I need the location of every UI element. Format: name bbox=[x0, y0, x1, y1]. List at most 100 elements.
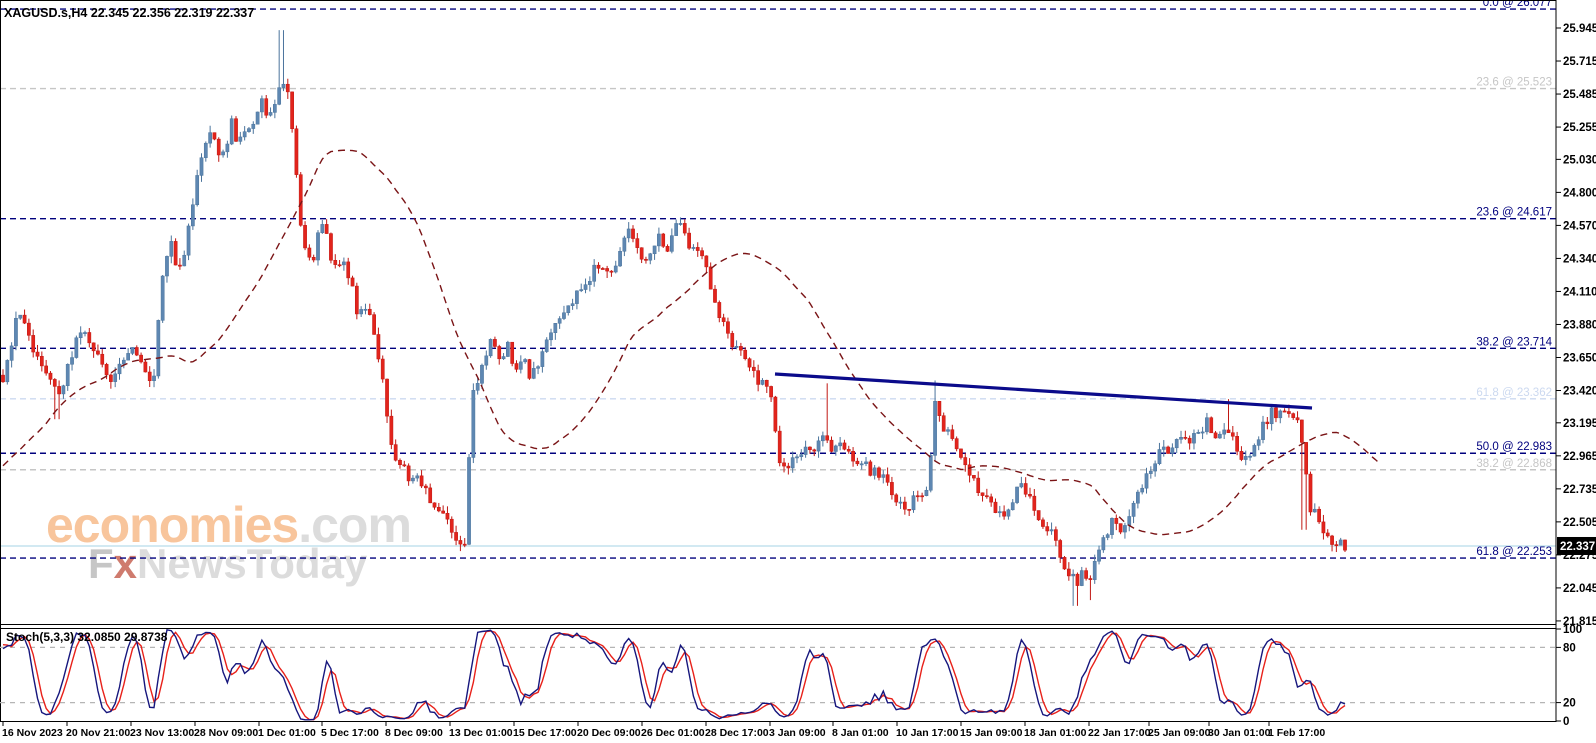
candle-body bbox=[751, 366, 756, 371]
candle-body bbox=[87, 332, 92, 344]
candle-body bbox=[411, 477, 415, 482]
candle-body bbox=[52, 379, 57, 387]
candle-body bbox=[199, 157, 204, 176]
candle-body bbox=[65, 364, 70, 386]
candle-body bbox=[1079, 570, 1084, 586]
candle-body bbox=[1131, 502, 1136, 517]
candle-body bbox=[367, 308, 372, 315]
candlesticks-layer bbox=[1, 30, 1347, 606]
candle-body bbox=[708, 266, 713, 290]
candle-body bbox=[1226, 429, 1231, 433]
candle-body bbox=[1105, 534, 1110, 538]
current-price-badge bbox=[1557, 536, 1596, 555]
candle-body bbox=[1045, 526, 1050, 532]
candle-body bbox=[764, 379, 769, 387]
candle-body bbox=[1200, 431, 1205, 434]
candle-body bbox=[1183, 437, 1188, 439]
candle-body bbox=[833, 445, 838, 452]
candle-body bbox=[829, 439, 834, 452]
candle-body bbox=[78, 332, 83, 339]
candle-body bbox=[134, 347, 139, 356]
candle-body bbox=[1282, 410, 1287, 413]
price-axis-label: 22.735 bbox=[1563, 484, 1596, 496]
candle-body bbox=[562, 312, 566, 319]
candle-body bbox=[976, 477, 981, 494]
candle-body bbox=[402, 464, 407, 467]
candle-body bbox=[480, 364, 484, 384]
candle-body bbox=[825, 435, 830, 441]
candle-body bbox=[704, 255, 709, 268]
drawn-objects-layer[interactable] bbox=[774, 372, 1313, 410]
candle-body bbox=[212, 132, 217, 140]
candle-body bbox=[1084, 570, 1088, 579]
candle-body bbox=[255, 111, 260, 125]
candle-body bbox=[954, 438, 959, 450]
candle-body bbox=[165, 256, 169, 277]
price-axis-label: 24.800 bbox=[1563, 187, 1596, 199]
fib-level-label: 0.0 @ 26.077 bbox=[1483, 0, 1552, 9]
candle-body bbox=[859, 463, 864, 466]
candle-body bbox=[104, 364, 109, 376]
candle-body bbox=[1187, 437, 1192, 444]
candle-body bbox=[1265, 421, 1270, 425]
price-axis-label: 24.340 bbox=[1563, 253, 1596, 265]
candle-body bbox=[1110, 517, 1114, 535]
candle-body bbox=[713, 288, 717, 303]
stoch-axis-label: 100 bbox=[1563, 624, 1582, 636]
candle-body bbox=[337, 264, 342, 267]
candle-body bbox=[152, 375, 156, 381]
stoch-signal-line bbox=[2, 630, 1346, 721]
candle-body bbox=[777, 430, 782, 464]
candle-body bbox=[484, 355, 489, 366]
candle-body bbox=[1153, 463, 1157, 472]
candle-body bbox=[933, 401, 937, 456]
candle-body bbox=[588, 281, 592, 285]
candle-body bbox=[989, 496, 994, 503]
time-axis-label: 25 Jan 09:00 bbox=[1148, 727, 1211, 739]
candle-body bbox=[1334, 544, 1339, 547]
candle-body bbox=[475, 383, 480, 391]
candle-body bbox=[268, 112, 273, 116]
candle-body bbox=[631, 228, 635, 239]
candle-body bbox=[428, 487, 433, 504]
candle-body bbox=[9, 345, 14, 361]
time-axis-label: 15 Dec 17:00 bbox=[513, 727, 577, 739]
candle-body bbox=[44, 365, 49, 374]
candle-body bbox=[208, 132, 212, 144]
candle-body bbox=[907, 509, 912, 511]
candle-body bbox=[277, 87, 282, 105]
candle-body bbox=[385, 378, 389, 417]
price-axis-label: 22.505 bbox=[1563, 517, 1596, 529]
candle-body bbox=[1338, 539, 1343, 546]
candle-body bbox=[1248, 455, 1252, 458]
candle-body bbox=[48, 372, 53, 380]
watermark-brand-suffix: .com bbox=[298, 497, 411, 553]
candle-body bbox=[941, 415, 946, 432]
trendline[interactable] bbox=[774, 372, 1313, 410]
candle-body bbox=[799, 454, 804, 458]
candle-body bbox=[39, 356, 44, 367]
candle-body bbox=[160, 275, 165, 321]
candle-body bbox=[903, 501, 907, 510]
candle-body bbox=[471, 390, 476, 458]
candle-body bbox=[1278, 410, 1283, 419]
time-axis-label: 5 Dec 17:00 bbox=[321, 727, 379, 739]
candle-body bbox=[842, 442, 847, 450]
candle-body bbox=[553, 323, 558, 333]
candle-body bbox=[648, 253, 653, 261]
candle-body bbox=[117, 363, 122, 375]
candle-body bbox=[769, 386, 773, 398]
candle-body bbox=[678, 223, 683, 225]
candle-body bbox=[527, 359, 532, 379]
price-axis-label: 22.045 bbox=[1563, 583, 1596, 595]
candle-body bbox=[1136, 491, 1140, 504]
candle-body bbox=[320, 224, 325, 233]
price-axis-label: 24.570 bbox=[1563, 220, 1596, 232]
candle-body bbox=[1213, 432, 1218, 439]
candle-body bbox=[216, 138, 221, 156]
candle-body bbox=[121, 359, 126, 365]
candle-body bbox=[967, 464, 972, 476]
candle-body bbox=[290, 91, 294, 129]
